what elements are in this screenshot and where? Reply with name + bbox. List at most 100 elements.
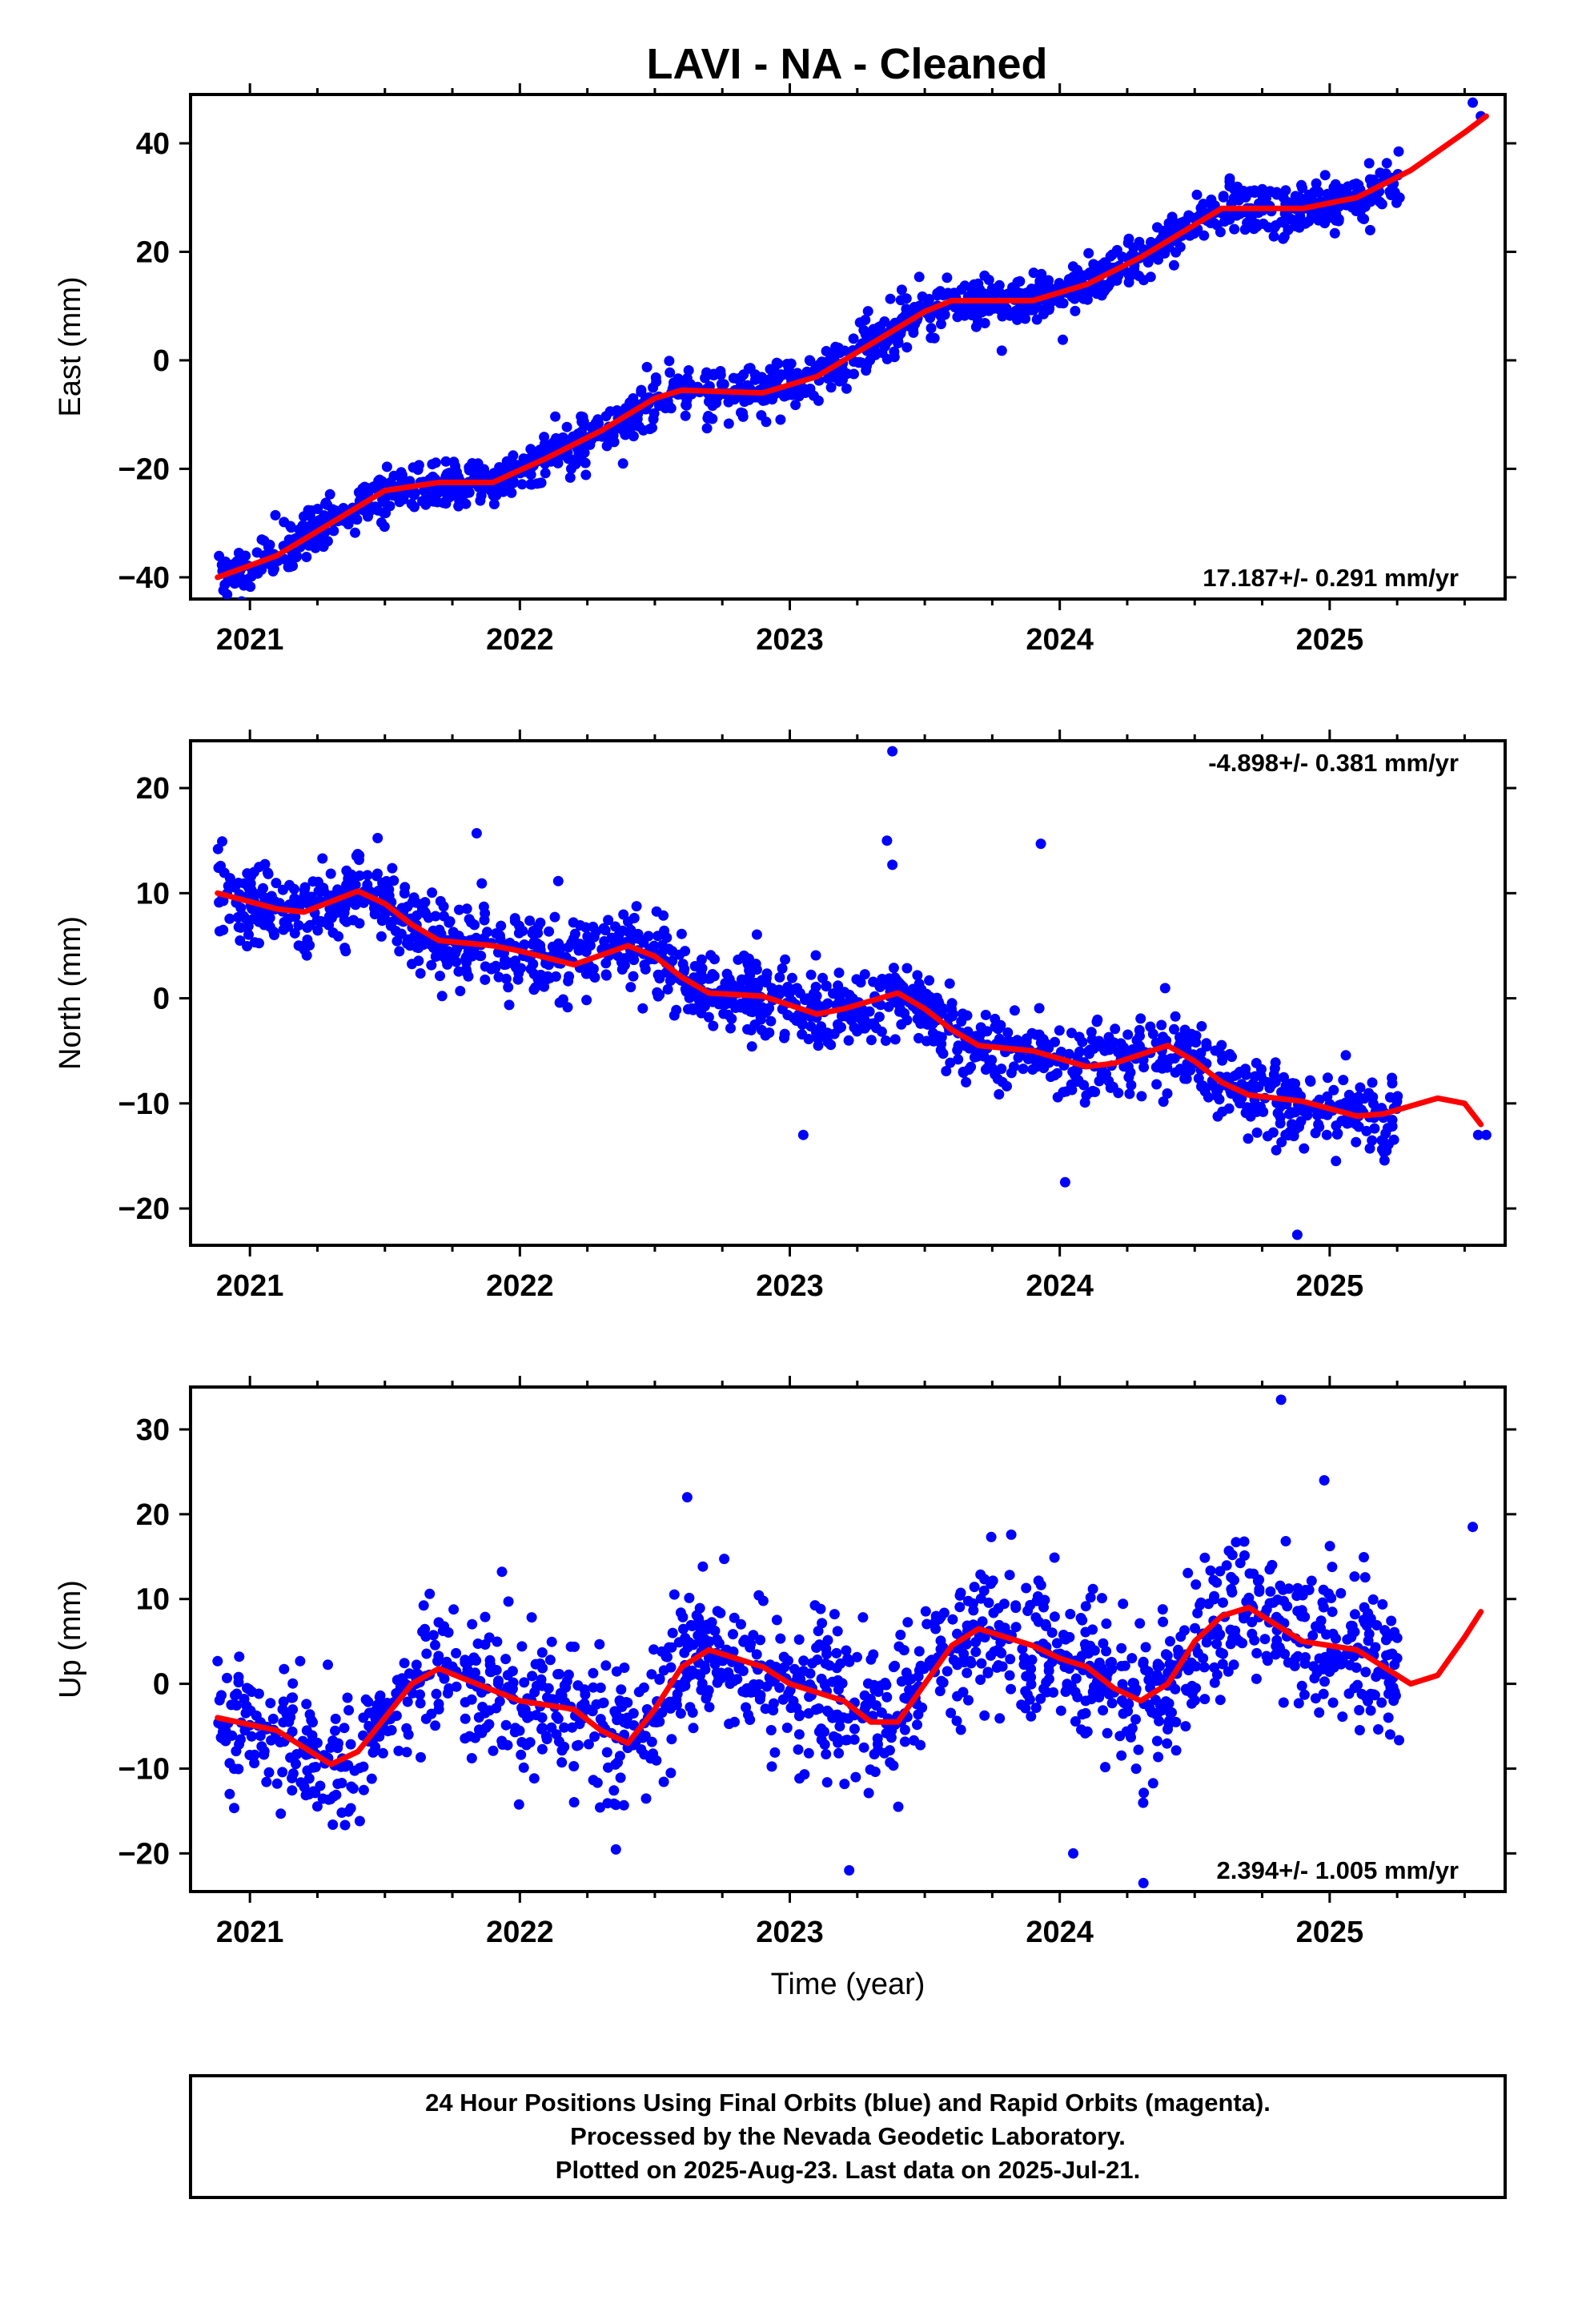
data-point [1005,1654,1016,1665]
data-point [451,1647,462,1659]
data-point [1211,1669,1223,1680]
data-point [917,291,928,302]
data-point [970,1637,982,1647]
data-point [468,464,479,476]
data-point-outlier [1480,1129,1492,1140]
data-point [1160,225,1171,236]
data-point [328,525,339,537]
data-point [929,332,940,344]
data-point [372,833,383,843]
data-point [688,1723,699,1734]
data-point [1131,1035,1142,1046]
data-point [480,1707,491,1719]
data-point [460,1697,471,1708]
data-point [1249,1634,1260,1646]
data-point-outlier [681,1492,693,1503]
data-point [1199,1552,1211,1563]
data-point [249,1749,260,1760]
data-point [488,499,500,509]
data-point [407,959,417,970]
data-point [793,1744,804,1755]
data-point [424,1588,436,1599]
data-point [259,858,271,870]
data-point [666,1734,677,1745]
data-point [600,925,611,936]
data-point [286,522,297,533]
data-point [598,1697,609,1708]
data-point [513,1799,524,1810]
data-point [231,1700,242,1711]
data-point [1128,242,1139,253]
data-point [775,1633,786,1644]
data-point-outlier [887,859,898,870]
data-point [476,878,488,889]
data-point [504,999,515,1011]
data-point [1153,1751,1164,1763]
data-point [518,453,529,464]
data-point [557,994,568,1005]
data-point [816,1735,827,1745]
data-point [536,477,547,489]
y-tick-label: −20 [118,452,170,486]
data-point [1360,1667,1371,1678]
data-point [1035,1693,1046,1704]
data-point [662,983,673,995]
data-point [685,1619,697,1630]
data-point [661,1651,672,1663]
data-point [1205,1565,1216,1576]
data-point [1390,1690,1401,1701]
data-point [1245,187,1256,198]
data-point [1218,1597,1228,1608]
data-point [1351,1104,1362,1115]
data-point [1185,1036,1196,1047]
data-point [1088,1043,1099,1054]
data-point [588,1775,599,1786]
data-point [945,1057,956,1068]
data-point [415,1698,426,1709]
data-point [833,967,845,979]
data-point [287,553,298,564]
data-point [287,1785,298,1796]
y-tick-label: 10 [136,877,170,911]
data-point [215,1732,227,1743]
data-point [1331,1120,1342,1132]
data-point [433,1703,444,1715]
data-point [944,978,955,989]
data-point [1270,1057,1281,1068]
fit-line [215,1604,1484,1767]
data-point [982,1667,994,1678]
data-point [448,927,459,938]
data-point [714,368,725,380]
data-point [447,1661,458,1672]
data-point [312,925,323,936]
data-point [1196,1021,1207,1031]
data-point [1308,1661,1319,1672]
data-point [837,374,848,385]
data-point [1199,1662,1210,1673]
data-point [418,1600,429,1611]
data-point [1191,1579,1202,1590]
data-point [751,1649,762,1660]
data-point [730,1003,741,1013]
data-point [530,982,541,993]
data-point [1323,1588,1334,1599]
data-point [1279,1072,1289,1083]
data-point [1280,1536,1291,1546]
data-point [664,356,675,367]
data-point [496,920,507,931]
data-point [797,1019,808,1030]
data-point [544,926,555,937]
data-point [241,1700,252,1711]
data-point [746,999,757,1011]
data-point [444,917,455,928]
data-point [1290,191,1301,202]
data-point [1054,1025,1065,1036]
data-point [702,412,713,424]
data-point [301,1725,312,1736]
data-point [1294,222,1305,233]
data-point [825,382,837,393]
data-point [600,411,612,422]
data-point [1065,1609,1076,1619]
data-point [936,319,946,330]
data-point [301,1699,312,1710]
